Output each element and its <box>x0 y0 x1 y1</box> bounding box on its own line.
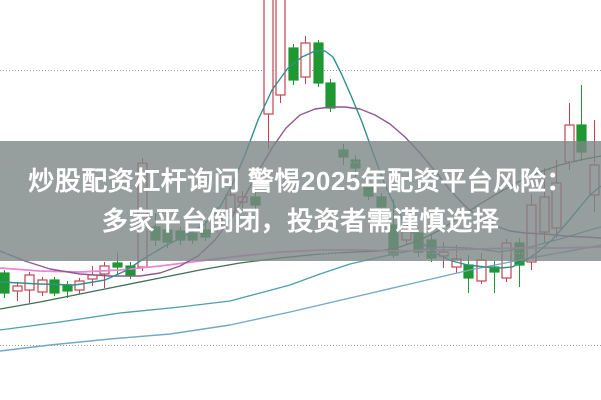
candle-up <box>275 0 286 96</box>
headline-banner-backdrop <box>0 141 601 261</box>
candle-down <box>325 82 336 109</box>
candle-up <box>263 0 274 115</box>
candle-up <box>24 274 35 291</box>
candle-up <box>37 279 48 293</box>
candle-up <box>12 285 23 292</box>
candle-down <box>49 279 60 294</box>
candle-down <box>112 262 123 268</box>
candle-up <box>74 280 85 291</box>
candle-up <box>476 259 487 282</box>
candle-down <box>62 285 73 292</box>
candle-down <box>313 42 324 84</box>
candle-up <box>300 42 311 78</box>
